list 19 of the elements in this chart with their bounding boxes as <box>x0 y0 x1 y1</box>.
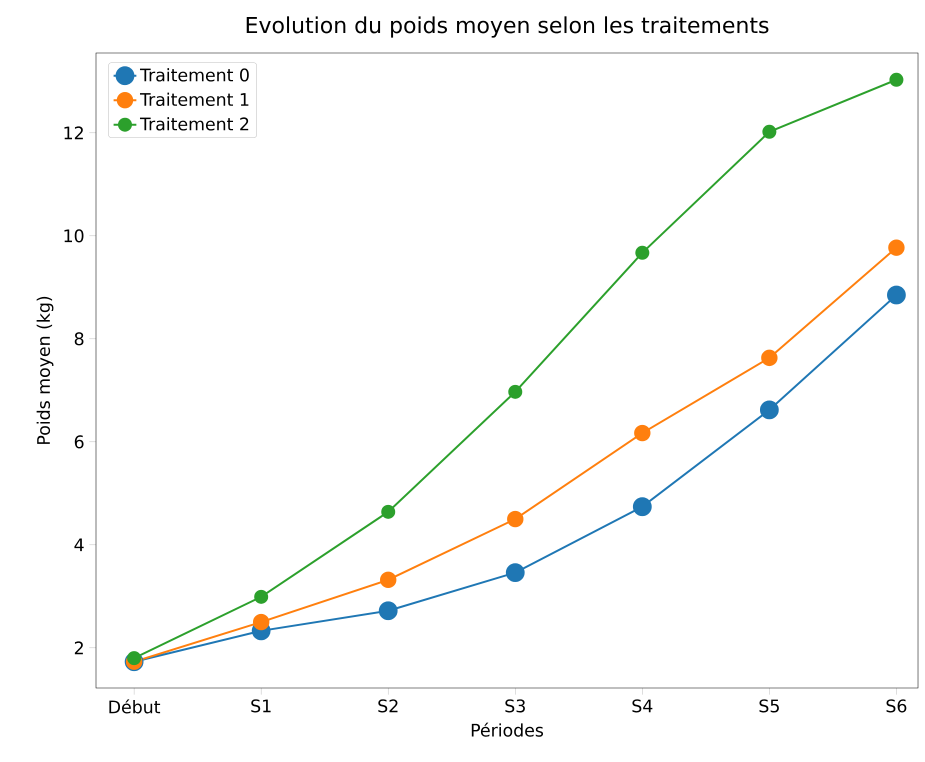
legend-label: Traitement 1 <box>140 92 248 106</box>
y-tick-label: 12 <box>64 126 83 140</box>
y-tick-label: 8 <box>74 332 84 346</box>
chart-title: Evolution du poids moyen selon les traitements <box>246 16 768 38</box>
x-tick-label: S4 <box>632 699 652 712</box>
y-tick-label: 2 <box>74 641 83 654</box>
x-axis-title: Périodes <box>472 722 544 737</box>
legend-label: Traitement 2 <box>140 117 248 131</box>
y-tick-label: 6 <box>74 435 84 448</box>
x-tick-label: S5 <box>759 699 779 712</box>
x-tick-label: S3 <box>505 699 525 712</box>
x-tick-label: S2 <box>378 699 398 712</box>
x-tick-label: S6 <box>886 699 906 712</box>
y-axis-title: Poids moyen (kg) <box>36 296 54 444</box>
x-tick-label: S1 <box>251 699 271 712</box>
y-tick-label: 4 <box>74 538 84 552</box>
x-tick-label: Début <box>109 699 160 714</box>
legend-label: Traitement 0 <box>140 68 249 82</box>
y-tick-label: 10 <box>64 229 84 242</box>
